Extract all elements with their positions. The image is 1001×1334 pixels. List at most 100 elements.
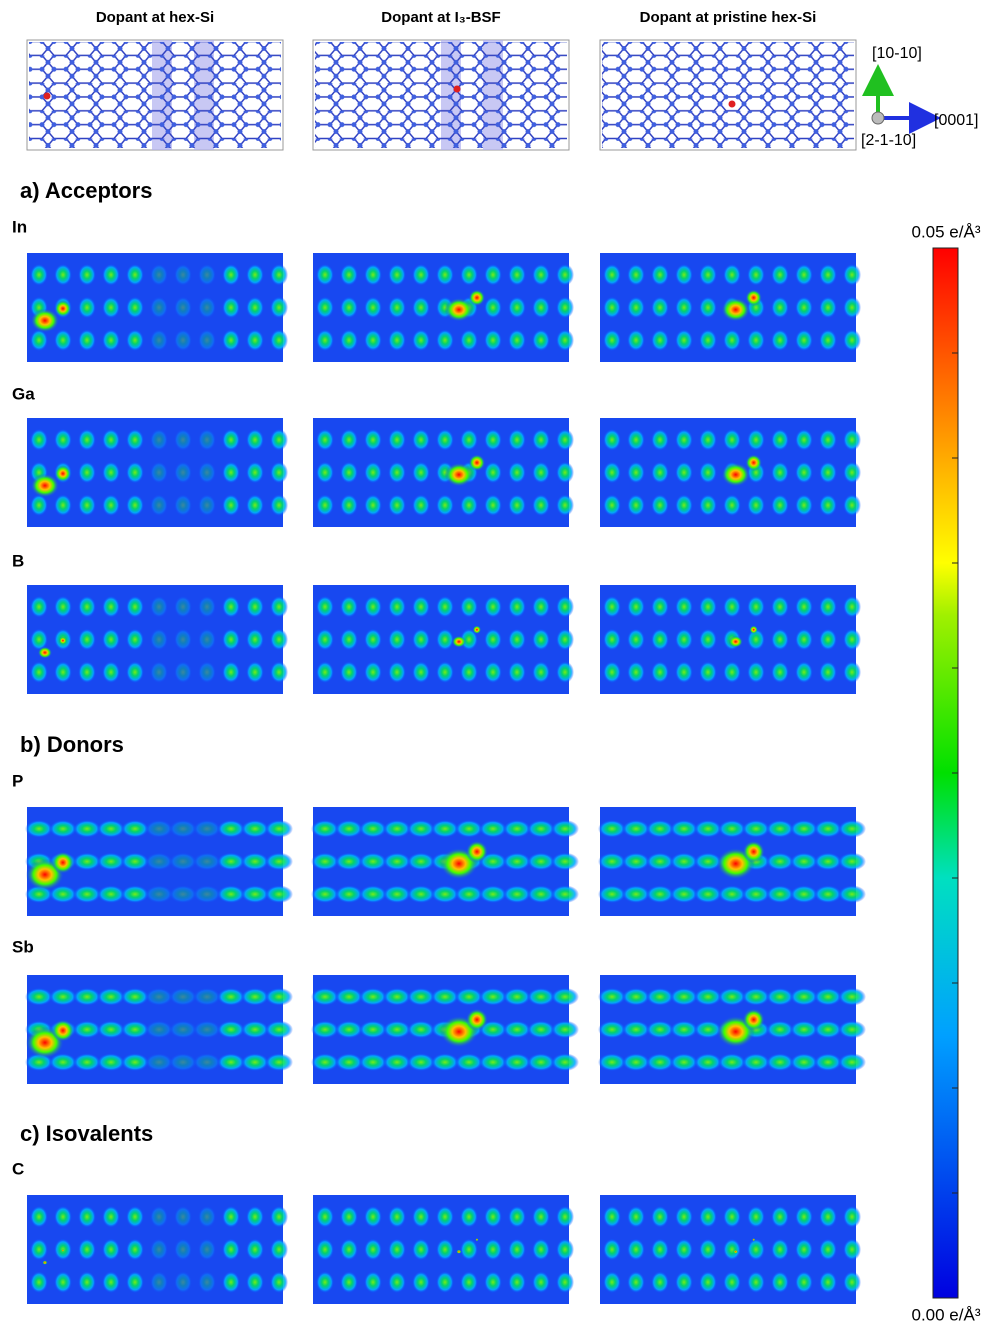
density-spot bbox=[359, 1053, 387, 1071]
density-spot bbox=[174, 596, 192, 618]
density-spot bbox=[169, 988, 197, 1006]
density-spot bbox=[603, 462, 621, 484]
density-spot bbox=[814, 1053, 842, 1071]
density-spot bbox=[198, 1271, 216, 1293]
row-label: Ga bbox=[12, 384, 35, 403]
density-spot bbox=[388, 1206, 406, 1228]
density-spot bbox=[627, 264, 645, 286]
density-spot bbox=[795, 596, 813, 618]
density-spot bbox=[25, 820, 53, 838]
density-spot bbox=[699, 329, 717, 351]
density-spot bbox=[532, 596, 550, 618]
density-spot bbox=[198, 297, 216, 319]
density-hotspot bbox=[62, 1249, 65, 1252]
density-spot bbox=[30, 1271, 48, 1293]
density-spot bbox=[102, 629, 120, 651]
density-spot bbox=[771, 494, 789, 516]
density-spot bbox=[766, 1021, 794, 1039]
density-spot bbox=[795, 494, 813, 516]
density-spot bbox=[436, 1271, 454, 1293]
density-spot bbox=[412, 596, 430, 618]
density-spot bbox=[556, 1206, 574, 1228]
density-spot bbox=[265, 1053, 293, 1071]
density-spot bbox=[217, 885, 245, 903]
density-spot bbox=[73, 1053, 101, 1071]
density-spot bbox=[766, 885, 794, 903]
density-spot bbox=[766, 988, 794, 1006]
density-spot bbox=[603, 1271, 621, 1293]
density-panel bbox=[27, 253, 288, 362]
density-spot bbox=[246, 596, 264, 618]
density-spot bbox=[270, 1239, 288, 1261]
density-spot bbox=[78, 629, 96, 651]
density-spot bbox=[670, 820, 698, 838]
density-spot bbox=[460, 264, 478, 286]
density-spot bbox=[460, 429, 478, 451]
density-spot bbox=[311, 1021, 339, 1039]
density-spot bbox=[97, 1021, 125, 1039]
density-spot bbox=[598, 1053, 626, 1071]
density-spot bbox=[723, 1271, 741, 1293]
density-spot bbox=[102, 661, 120, 683]
density-spot bbox=[126, 494, 144, 516]
density-spot bbox=[795, 264, 813, 286]
density-spot bbox=[102, 1206, 120, 1228]
density-spot bbox=[819, 596, 837, 618]
density-spot bbox=[78, 297, 96, 319]
density-spot bbox=[412, 462, 430, 484]
density-spot bbox=[699, 1206, 717, 1228]
density-hotspot bbox=[469, 289, 486, 306]
density-hotspot bbox=[445, 298, 474, 322]
density-spot bbox=[795, 462, 813, 484]
density-spot bbox=[198, 1206, 216, 1228]
density-spot bbox=[819, 1206, 837, 1228]
density-spot bbox=[484, 1206, 502, 1228]
density-spot bbox=[723, 329, 741, 351]
density-spot bbox=[383, 988, 411, 1006]
density-spot bbox=[747, 596, 765, 618]
density-spot bbox=[838, 853, 866, 871]
density-spot bbox=[246, 462, 264, 484]
density-spot bbox=[222, 1271, 240, 1293]
density-spot bbox=[174, 1206, 192, 1228]
density-spot bbox=[364, 661, 382, 683]
density-spot bbox=[335, 988, 363, 1006]
density-spot bbox=[246, 1239, 264, 1261]
density-spot bbox=[819, 329, 837, 351]
density-spot bbox=[364, 1239, 382, 1261]
density-spot bbox=[150, 629, 168, 651]
density-spot bbox=[359, 853, 387, 871]
density-spot bbox=[598, 885, 626, 903]
density-spot bbox=[843, 1206, 861, 1228]
density-spot bbox=[551, 820, 579, 838]
density-spot bbox=[646, 885, 674, 903]
density-spot bbox=[556, 1239, 574, 1261]
density-spot bbox=[126, 297, 144, 319]
density-spot bbox=[646, 820, 674, 838]
density-hotspot bbox=[52, 1019, 74, 1041]
density-spot bbox=[598, 1021, 626, 1039]
density-spot bbox=[460, 1206, 478, 1228]
density-hotspot bbox=[728, 636, 742, 648]
density-spot bbox=[699, 629, 717, 651]
colorbar-min: 0.00 e/Å³ bbox=[912, 1305, 981, 1324]
density-spot bbox=[503, 885, 531, 903]
density-spot bbox=[359, 885, 387, 903]
density-spot bbox=[603, 596, 621, 618]
density-spot bbox=[30, 429, 48, 451]
density-spot bbox=[311, 1053, 339, 1071]
density-spot bbox=[78, 494, 96, 516]
density-spot bbox=[622, 885, 650, 903]
density-spot bbox=[383, 853, 411, 871]
density-spot bbox=[222, 661, 240, 683]
density-spot bbox=[54, 429, 72, 451]
density-spot bbox=[364, 329, 382, 351]
density-spot bbox=[819, 1239, 837, 1261]
density-spot bbox=[699, 494, 717, 516]
density-spot bbox=[742, 988, 770, 1006]
density-spot bbox=[532, 661, 550, 683]
density-spot bbox=[718, 1053, 746, 1071]
density-spot bbox=[316, 429, 334, 451]
density-spot bbox=[603, 661, 621, 683]
density-spot bbox=[431, 820, 459, 838]
